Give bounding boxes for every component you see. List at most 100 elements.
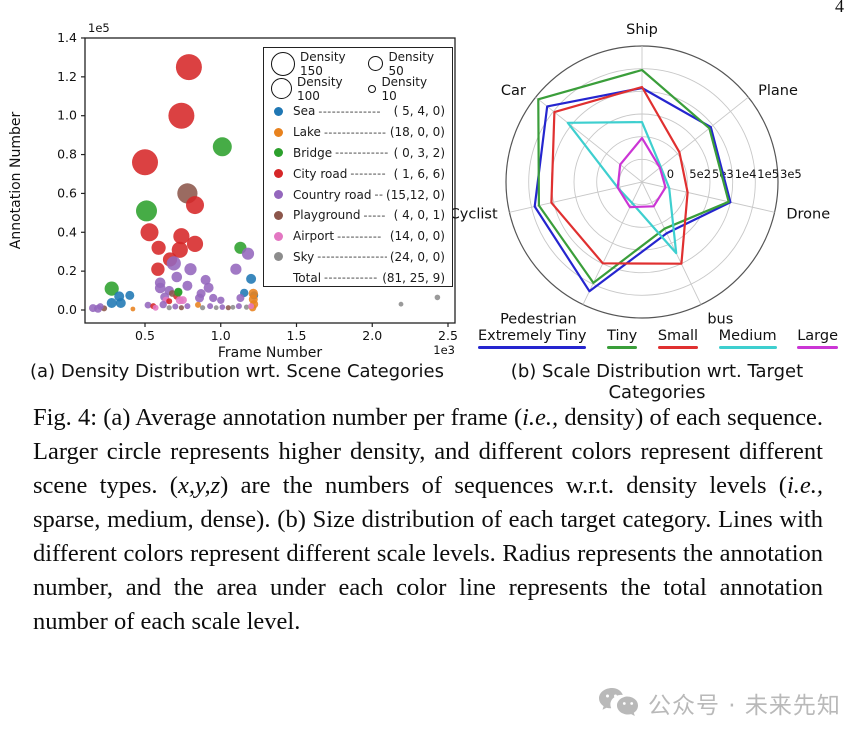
radar-legend-label: Extremely Tiny: [478, 328, 587, 344]
scatter-point: [178, 305, 184, 311]
scatter-point: [212, 137, 232, 157]
category-counts: (14, 0, 0): [389, 229, 445, 244]
scatter-point: [434, 294, 441, 301]
radar-series-small: [550, 85, 689, 265]
radar-radial-tick-label: 5e2: [689, 167, 711, 181]
radar-axis-label: Cyclist: [450, 206, 498, 222]
scatter-point: [151, 240, 166, 255]
radar-radial-tick-label: 0: [667, 167, 674, 181]
scatter-point: [184, 303, 191, 310]
scatter-point: [184, 263, 197, 276]
x-tick-label: 1.5: [287, 328, 307, 343]
x-tick-label: 0.5: [135, 328, 155, 343]
category-dot-icon: [274, 231, 283, 241]
radar-caption: (b) Scale Distribution wrt. Target Categ…: [510, 361, 804, 403]
density-legend-label: Density 10: [381, 74, 428, 103]
scatter-point: [203, 282, 214, 293]
density-circle-icon: [271, 51, 295, 76]
radar-axis-label: Drone: [786, 206, 830, 222]
density-legend-label: Density 50: [388, 49, 435, 78]
scatter-point: [213, 305, 219, 311]
density-legend-item: Density 10: [368, 74, 445, 103]
legend-leader-dashes: --------: [350, 167, 387, 181]
radar-legend-color-bar: [797, 346, 838, 349]
category-dot-icon: [274, 148, 283, 158]
x-offset-label: 1e3: [433, 343, 455, 357]
radar-spoke: [582, 181, 643, 305]
scatter-point: [209, 293, 218, 303]
scatter-point: [154, 282, 166, 294]
radar-radial-tick-label: 1e4: [735, 167, 757, 181]
radar-legend-color-bar: [478, 346, 587, 349]
figure-4: 0.5 1.0 1.5 2.0 2.5 1e3 Frame Number 0.0 0.2 0.4 0…: [8, 21, 838, 403]
category-dot-icon: [274, 169, 283, 179]
radar-series-extremely-tiny: [533, 86, 732, 293]
radar-legend-label: Large: [797, 328, 838, 344]
radar-legend: Extremely Tiny Tiny Small Medium Large: [478, 328, 838, 349]
legend-item: City road -------- ( 1, 6, 6): [271, 163, 445, 184]
scatter-point: [106, 298, 117, 308]
watermark-text: 公众号 · 未来先知: [648, 693, 841, 719]
legend-item: Sea -------------- ( 5, 4, 0): [271, 101, 445, 122]
figure-caption-text: Fig. 4: (a) Average annotation number pe…: [33, 404, 823, 635]
x-tick-label: 2.5: [438, 328, 458, 343]
scatter-point: [217, 296, 225, 304]
legend-leader-dashes: ----------------: [317, 250, 387, 264]
legend-item: Playground ----- ( 4, 0, 1): [271, 205, 445, 226]
radar-axis-label: bus: [707, 312, 733, 328]
radar-legend-item: Medium: [718, 328, 777, 349]
radar-axis-label: Pedestrian: [500, 312, 577, 328]
radar-axis-label: Ship: [626, 22, 658, 38]
legend-leader-dashes: --: [374, 188, 384, 202]
scatter-point: [225, 305, 231, 311]
category-label: Playground: [293, 208, 361, 223]
legend-leader-dashes: --------------: [318, 104, 381, 118]
scatter-point: [168, 290, 176, 297]
scatter-point: [152, 304, 159, 311]
radar-legend-label: Small: [657, 328, 699, 344]
x-axis-title: Frame Number: [218, 345, 323, 361]
category-label: Airport: [293, 229, 335, 244]
radar-spoke: [641, 181, 775, 213]
legend-leader-dashes: ------------: [335, 146, 389, 160]
wechat-icon: [599, 688, 638, 716]
radar-spoke: [641, 181, 702, 305]
y-tick-label: 0.0: [57, 302, 77, 317]
scatter-point: [230, 263, 242, 275]
y-tick-label: 0.6: [57, 185, 77, 200]
y-tick-label: 0.2: [57, 263, 77, 278]
scatter-point: [104, 281, 119, 296]
scatter-point: [182, 280, 193, 291]
scatter-point: [144, 301, 152, 309]
y-tick-label: 0.8: [57, 147, 77, 162]
scatter-point: [166, 305, 172, 311]
x-tick-label: 1.0: [211, 328, 231, 343]
scatter-point: [248, 303, 255, 310]
category-counts: ( 4, 0, 1): [393, 208, 445, 223]
scatter-point: [172, 303, 179, 310]
density-legend-label: Density 150: [300, 49, 346, 78]
scatter-point: [114, 291, 125, 302]
scatter-point: [168, 102, 195, 129]
density-circle-icon: [271, 78, 292, 99]
radar-radial-tick-label: 1e5: [757, 167, 779, 181]
category-label: City road: [293, 166, 348, 181]
legend-item: Bridge ------------ ( 0, 3, 2): [271, 143, 445, 164]
category-counts: ( 1, 6, 6): [393, 166, 445, 181]
density-legend-item: Density 100: [271, 75, 368, 103]
x-tick-label: 2.0: [362, 328, 382, 343]
scene-category-legend: Sea --------------( 5, 4, 0) Lake ---------…: [271, 101, 445, 288]
scatter-point: [186, 196, 204, 215]
category-label: Total: [293, 270, 322, 285]
category-counts: ( 5, 4, 0): [393, 104, 445, 119]
y-tick-label: 1.2: [57, 69, 77, 84]
scatter-point: [246, 273, 257, 284]
y-tick-label: 1.4: [57, 30, 77, 45]
density-circle-icon: [368, 56, 384, 71]
scatter-caption: (a) Density Distribution wrt. Scene Cate…: [30, 361, 444, 382]
legend-item: Lake -------------- (18, 0, 0): [271, 122, 445, 143]
category-dot-icon: [274, 252, 283, 262]
scatter-point: [186, 235, 204, 252]
